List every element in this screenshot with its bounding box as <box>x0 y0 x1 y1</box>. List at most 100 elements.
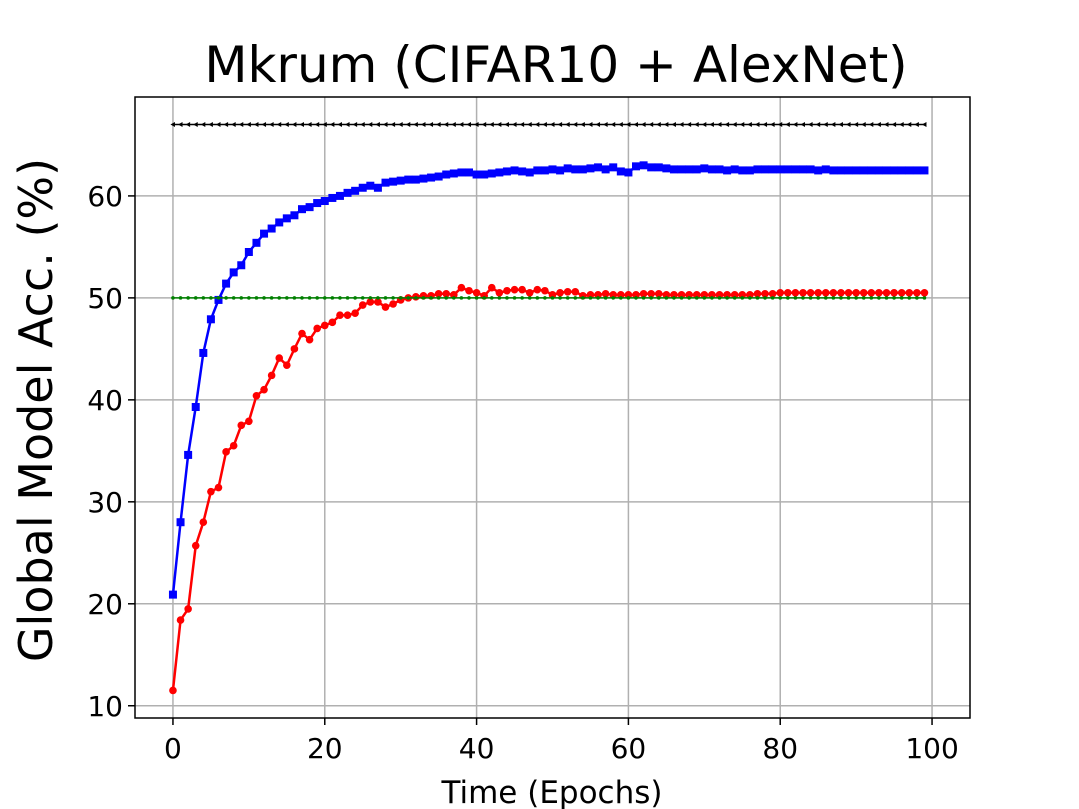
marker <box>191 402 200 411</box>
marker <box>496 122 502 128</box>
marker <box>874 166 883 175</box>
marker <box>829 288 838 297</box>
marker <box>328 318 337 327</box>
marker <box>320 321 329 330</box>
marker <box>639 161 648 170</box>
marker <box>367 122 373 128</box>
marker <box>686 122 692 128</box>
marker <box>199 348 208 357</box>
marker <box>510 285 519 294</box>
marker <box>830 122 836 128</box>
marker <box>420 122 426 128</box>
marker <box>571 165 580 174</box>
marker <box>404 175 413 184</box>
marker <box>184 605 192 613</box>
marker <box>586 164 595 173</box>
marker <box>406 296 411 300</box>
marker <box>763 296 767 300</box>
marker <box>808 296 813 300</box>
marker <box>504 122 509 128</box>
marker <box>487 283 496 292</box>
marker <box>411 175 420 184</box>
marker <box>231 296 236 300</box>
marker <box>214 483 223 492</box>
marker <box>770 296 775 300</box>
marker <box>905 166 914 175</box>
marker <box>298 205 306 214</box>
marker <box>419 174 428 183</box>
marker <box>229 441 238 450</box>
marker <box>519 122 525 128</box>
marker <box>451 122 456 128</box>
marker <box>785 122 790 128</box>
marker <box>390 122 396 128</box>
series <box>170 122 927 128</box>
marker <box>580 122 585 128</box>
marker <box>449 169 458 178</box>
marker <box>844 166 853 175</box>
marker <box>914 122 919 128</box>
marker <box>373 183 382 192</box>
marker <box>305 335 314 344</box>
marker <box>906 122 912 128</box>
marker <box>610 122 616 128</box>
marker <box>533 285 542 294</box>
marker <box>540 166 549 175</box>
marker <box>632 162 640 171</box>
marker <box>746 291 754 299</box>
marker <box>837 288 845 297</box>
marker <box>307 296 312 300</box>
marker <box>510 166 519 175</box>
marker <box>624 168 633 177</box>
marker <box>586 291 595 299</box>
marker <box>414 296 418 300</box>
marker <box>169 686 177 695</box>
marker <box>594 291 602 299</box>
marker <box>624 291 633 299</box>
marker <box>603 296 608 300</box>
marker <box>745 166 754 175</box>
marker <box>611 296 616 300</box>
marker <box>694 122 699 128</box>
marker <box>168 590 177 599</box>
y-axis-label: Global Model Acc. (%) <box>9 158 63 662</box>
marker <box>299 122 304 128</box>
marker <box>572 122 578 128</box>
marker <box>823 122 828 128</box>
marker <box>836 166 845 175</box>
marker <box>669 165 678 174</box>
marker <box>882 166 891 175</box>
marker <box>360 296 365 300</box>
plot-frame <box>134 96 971 719</box>
marker <box>434 290 443 298</box>
marker <box>207 487 215 496</box>
marker <box>877 296 881 300</box>
marker <box>253 122 259 128</box>
marker <box>875 288 883 297</box>
marker <box>512 122 517 128</box>
marker <box>525 288 534 297</box>
marker <box>237 421 246 430</box>
marker <box>237 261 246 270</box>
x-tick-label: 80 <box>762 732 798 765</box>
marker <box>352 122 358 128</box>
marker <box>556 166 565 175</box>
marker <box>548 165 557 174</box>
marker <box>814 166 823 175</box>
marker <box>444 296 449 300</box>
marker <box>533 166 542 175</box>
marker <box>465 286 473 295</box>
marker <box>170 122 175 128</box>
marker <box>594 163 603 172</box>
marker <box>692 291 701 299</box>
marker <box>201 296 206 300</box>
marker <box>534 122 540 128</box>
marker <box>867 166 876 175</box>
marker <box>260 385 268 394</box>
marker <box>920 166 929 175</box>
marker <box>723 291 731 299</box>
marker <box>573 296 578 300</box>
marker <box>922 296 927 300</box>
marker <box>890 166 899 175</box>
marker <box>285 296 289 300</box>
